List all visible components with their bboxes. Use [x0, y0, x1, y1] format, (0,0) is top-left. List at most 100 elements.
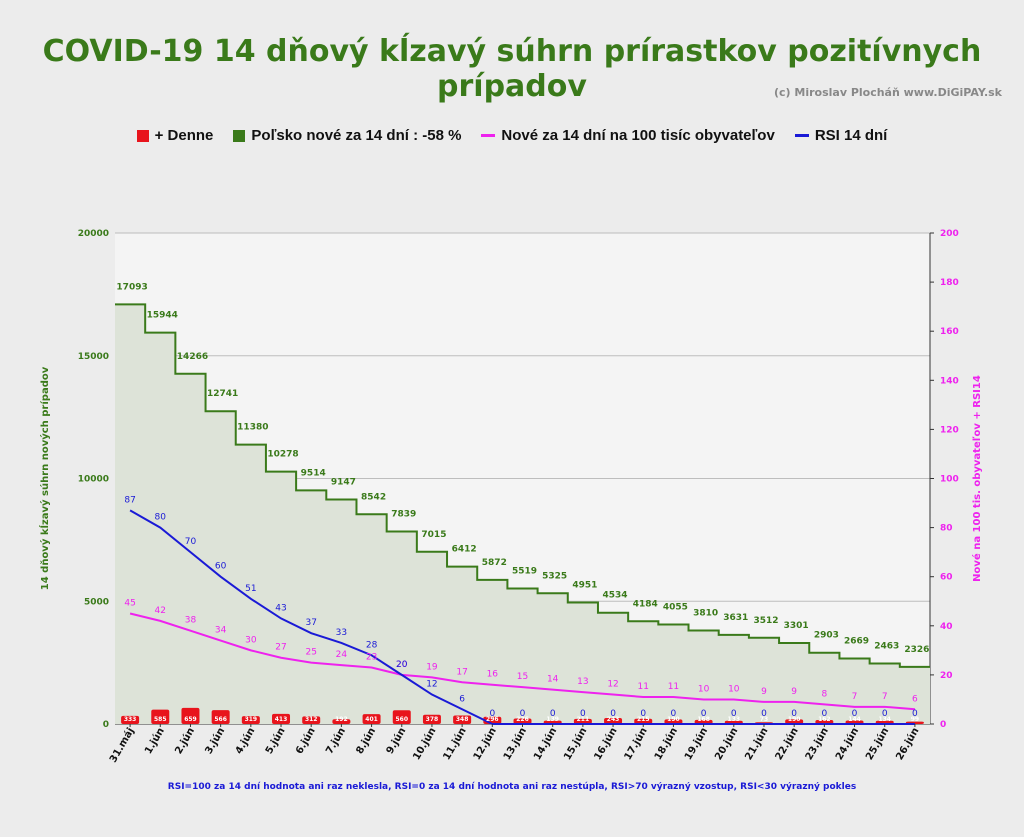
daily-data-label: 319 [245, 716, 258, 723]
per100k-data-label: 17 [456, 667, 467, 677]
per100k-data-label: 10 [698, 684, 710, 694]
rsi-data-label: 0 [610, 709, 616, 719]
daily-bar [362, 714, 381, 724]
x-tick-label: 19.jún [682, 726, 710, 763]
x-tick-label: 8.jún [354, 726, 379, 757]
per100k-data-label: 42 [155, 606, 166, 616]
y2-tick-label: 60 [940, 573, 953, 583]
y-tick-label: 10000 [78, 475, 109, 485]
daily-bar [694, 719, 713, 724]
daily-bar [302, 716, 321, 724]
rsi-data-label: 0 [701, 709, 707, 719]
per100k-data-label: 30 [245, 635, 257, 645]
x-tick-label: 20.jún [712, 726, 740, 763]
daily-bar [392, 710, 411, 724]
daily-data-label: 192 [335, 716, 348, 723]
y-tick-label: 0 [103, 720, 109, 730]
legend-swatch-daily [136, 129, 149, 142]
rsi-data-label: 0 [882, 709, 888, 719]
x-tick-label: 15.jún [561, 726, 589, 763]
y-tick-label: 5000 [84, 597, 109, 607]
x-tick-label: 22.jún [773, 726, 801, 763]
x-tick-label: 14.jún [531, 726, 559, 763]
rsi-data-label: 28 [366, 640, 378, 650]
legend-item-14day[interactable]: Poľsko nové za 14 dní : -58 % [233, 127, 461, 144]
legend-label-14day: Poľsko nové za 14 dní : -58 % [251, 127, 462, 144]
daily-data-label: 378 [426, 716, 439, 723]
step-data-label: 3301 [784, 621, 809, 631]
per100k-data-label: 7 [852, 692, 858, 702]
daily-data-label: 99 [911, 716, 919, 723]
step-data-label: 4951 [572, 580, 597, 590]
daily-data-label: 168 [697, 716, 710, 723]
per100k-data-label: 10 [728, 684, 740, 694]
daily-data-label: 333 [124, 716, 137, 723]
daily-data-label: 144 [848, 716, 861, 723]
step-data-label: 8542 [361, 492, 386, 502]
step-data-label: 5872 [482, 558, 507, 568]
step-data-label: 5325 [542, 571, 567, 581]
rsi-data-label: 0 [912, 709, 918, 719]
daily-data-label: 190 [667, 716, 680, 723]
daily-data-label: 312 [305, 716, 318, 723]
per100k-data-label: 27 [275, 643, 286, 653]
daily-bar [453, 715, 472, 724]
per100k-data-label: 11 [638, 682, 649, 692]
x-tick-label: 13.jún [501, 726, 529, 763]
y2-axis-title: Nové na 100 tis. obyvateľov + RSI14 [971, 375, 983, 582]
rsi-data-label: 43 [275, 603, 286, 613]
step-data-label: 7015 [421, 530, 446, 540]
daily-data-label: 585 [154, 716, 167, 723]
series-14day-step-line [115, 303, 930, 668]
x-tick-label: 24.jún [833, 726, 861, 763]
rsi-data-label: 0 [671, 709, 677, 719]
step-data-label: 11380 [237, 423, 268, 433]
daily-data-label: 73 [760, 716, 768, 723]
rsi-data-label: 20 [396, 660, 408, 670]
rsi-data-label: 51 [245, 584, 256, 594]
step-data-label: 2463 [874, 642, 899, 652]
y-tick-label: 15000 [78, 352, 109, 362]
x-tick-label: 16.jún [592, 726, 620, 763]
x-tick-label: 5.jún [263, 726, 288, 757]
chart-title: COVID-19 14 dňový kĺzavý súhrn prírastko… [42, 34, 982, 104]
step-data-label: 12741 [207, 389, 238, 399]
per100k-data-label: 20 [396, 660, 408, 670]
legend-item-daily[interactable]: + Denne [136, 127, 213, 144]
rsi-data-label: 0 [489, 709, 495, 719]
step-data-label: 7839 [391, 510, 416, 520]
per100k-data-label: 38 [185, 616, 197, 626]
per100k-data-label: 45 [124, 599, 135, 609]
rsi-data-label: 0 [640, 709, 646, 719]
x-tick-label: 12.jún [471, 726, 499, 763]
step-data-label: 15944 [147, 311, 178, 321]
rsi-data-label: 37 [305, 618, 316, 628]
legend-item-per100k[interactable]: Nové za 14 dní na 100 tisíc obyvateľov [481, 127, 775, 144]
x-tick-label: 11.jún [441, 726, 469, 763]
daily-data-label: 413 [275, 716, 288, 723]
x-tick-label: 31.máj [107, 726, 137, 765]
step-data-label: 17093 [116, 282, 147, 292]
daily-bar [151, 709, 170, 724]
legend-item-rsi[interactable]: RSI 14 dní [794, 127, 887, 144]
legend-swatch-per100k [481, 134, 496, 137]
daily-bar [785, 719, 804, 724]
per100k-data-label: 34 [215, 626, 227, 636]
rsi-data-label: 0 [852, 709, 858, 719]
step-data-label: 6412 [452, 545, 477, 555]
daily-bar [211, 710, 230, 724]
x-tick-label: 25.jún [863, 726, 891, 763]
step-data-label: 3631 [723, 613, 748, 623]
y-tick-label: 20000 [78, 229, 109, 239]
daily-data-label: 243 [607, 716, 620, 723]
per100k-data-label: 7 [882, 692, 888, 702]
series-per100k-line [129, 612, 915, 711]
daily-data-label: 560 [395, 716, 408, 723]
per100k-data-label: 19 [426, 662, 438, 672]
daily-data-label: 566 [214, 716, 227, 723]
step-data-label: 2326 [904, 645, 929, 655]
daily-data-label: 134 [878, 716, 891, 723]
per100k-data-label: 15 [517, 672, 528, 682]
